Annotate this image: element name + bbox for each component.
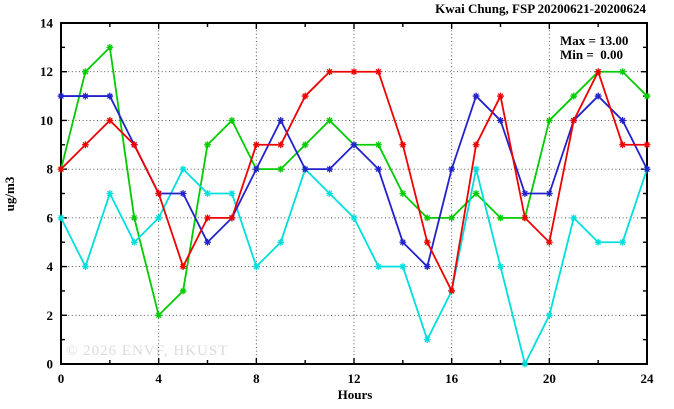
y-tick-label: 14 bbox=[40, 16, 54, 31]
red-series-line bbox=[60, 70, 647, 292]
y-tick-label: 4 bbox=[47, 259, 54, 274]
x-axis-label: Hours bbox=[338, 387, 373, 402]
y-tick-label: 8 bbox=[47, 162, 54, 177]
y-axis-label: ug/m3 bbox=[2, 176, 17, 211]
blue-series-markers bbox=[57, 92, 651, 270]
y-tick-label: 2 bbox=[47, 308, 54, 323]
x-tick-label: 16 bbox=[445, 371, 459, 386]
x-tick-label: 8 bbox=[253, 371, 260, 386]
y-tick-label: 6 bbox=[47, 210, 54, 225]
x-tick-label: 4 bbox=[155, 371, 162, 386]
x-tick-label: 0 bbox=[58, 371, 65, 386]
watermark: © 2026 ENVF, HKUST bbox=[66, 343, 228, 359]
y-tick-label: 10 bbox=[40, 113, 53, 128]
stat-max: Max = 13.00 bbox=[560, 33, 628, 48]
x-tick-label: 20 bbox=[543, 371, 556, 386]
red-series-markers bbox=[57, 68, 651, 295]
blue-series-line bbox=[61, 95, 648, 268]
y-tick-label: 12 bbox=[40, 64, 53, 79]
stat-min: Min = 0.00 bbox=[560, 47, 623, 62]
x-tick-label: 24 bbox=[641, 371, 655, 386]
x-tick-label: 12 bbox=[348, 371, 361, 386]
y-tick-label: 0 bbox=[47, 357, 54, 372]
cyan-series-line bbox=[60, 168, 648, 365]
chart-title: Kwai Chung, FSP 20200621-20200624 bbox=[435, 1, 646, 16]
